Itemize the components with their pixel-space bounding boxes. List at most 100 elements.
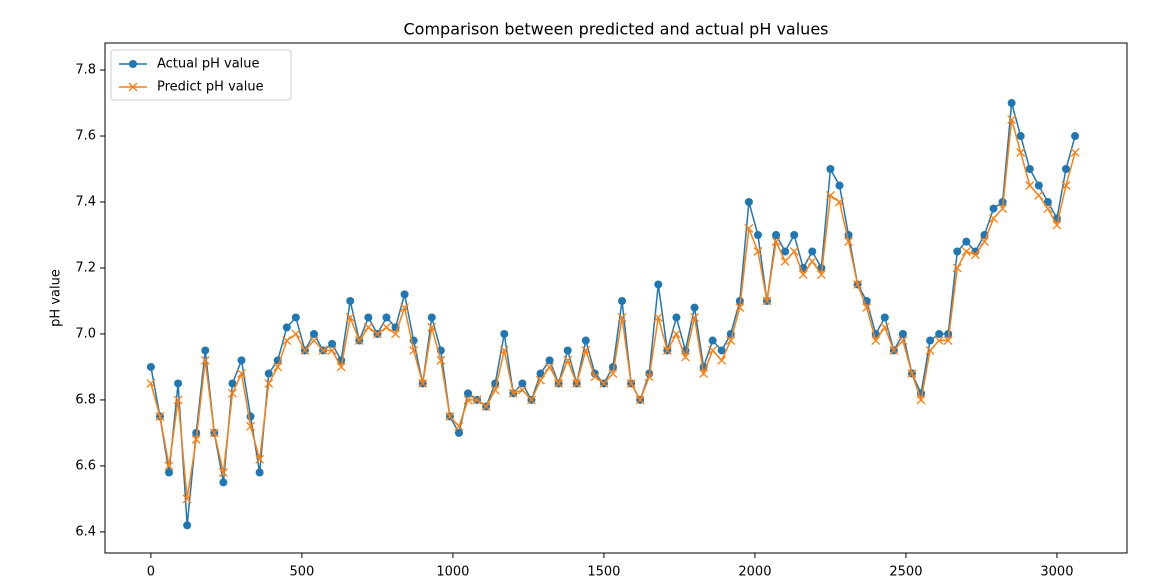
circle-marker <box>717 346 726 355</box>
x-marker <box>735 303 745 313</box>
circle-marker <box>581 336 590 345</box>
circle-marker <box>400 290 409 299</box>
x-marker <box>572 378 582 388</box>
x-marker <box>191 435 201 444</box>
x-marker <box>291 329 301 339</box>
circle-marker <box>753 230 762 239</box>
circle-marker <box>708 336 717 345</box>
legend-label: Predict pH value <box>157 80 264 95</box>
circle-marker <box>500 329 509 338</box>
x-marker <box>400 303 410 313</box>
legend-marker <box>129 60 137 68</box>
x-marker <box>554 378 564 388</box>
plot-frame <box>104 42 1128 554</box>
x-marker <box>581 345 591 355</box>
x-marker <box>644 372 654 382</box>
x-marker <box>617 313 627 322</box>
x-marker <box>708 345 718 355</box>
x-marker <box>182 494 192 504</box>
x-marker <box>454 421 464 431</box>
x-marker <box>952 263 962 273</box>
circle-marker <box>427 313 436 322</box>
x-tick-label: 1500 <box>587 565 620 580</box>
y-tick-label: 7.6 <box>75 129 96 144</box>
circle-marker <box>364 313 373 322</box>
circle-marker <box>880 313 889 322</box>
circle-marker <box>654 280 663 289</box>
circle-marker <box>382 313 391 322</box>
legend-label: Actual pH value <box>157 57 260 72</box>
x-marker <box>989 214 998 223</box>
x-marker <box>336 362 346 372</box>
circle-marker <box>953 247 962 256</box>
circle-marker <box>744 198 753 207</box>
circle-marker <box>618 296 627 305</box>
x-marker <box>327 345 337 355</box>
circle-marker <box>935 329 944 338</box>
x-tick-label: 0 <box>147 565 155 580</box>
x-marker <box>1034 190 1044 200</box>
x-marker <box>481 402 491 411</box>
x-marker <box>853 280 863 289</box>
x-marker <box>200 355 210 365</box>
circle-marker <box>264 369 273 378</box>
x-marker <box>409 345 419 355</box>
x-marker <box>862 303 872 313</box>
x-marker <box>916 395 926 405</box>
circle-marker <box>536 369 545 378</box>
y-tick-label: 7.4 <box>75 195 96 210</box>
x-marker <box>209 428 219 438</box>
x-marker <box>463 395 473 405</box>
circle-marker <box>219 478 228 487</box>
x-marker <box>780 256 790 266</box>
x-marker <box>436 355 446 365</box>
x-marker <box>844 237 854 247</box>
x-marker <box>681 352 690 362</box>
circle-marker <box>835 181 844 190</box>
circle-marker <box>690 303 699 312</box>
x-marker <box>798 270 808 280</box>
x-marker <box>345 313 355 322</box>
circle-marker <box>772 230 781 239</box>
legend-marker <box>128 82 138 92</box>
x-marker <box>363 322 373 332</box>
y-tick-label: 6.6 <box>75 458 96 473</box>
x-marker <box>526 395 536 405</box>
x-marker <box>1007 115 1017 124</box>
circle-marker <box>1034 181 1043 190</box>
circle-marker <box>1061 165 1070 174</box>
circle-marker <box>790 230 799 239</box>
x-marker <box>164 461 174 471</box>
x-marker <box>871 336 881 346</box>
x-marker <box>934 336 944 346</box>
x-marker <box>499 345 509 355</box>
x-marker <box>517 385 527 395</box>
y-tick-label: 7.2 <box>75 260 96 275</box>
series <box>146 99 1080 530</box>
x-marker <box>173 395 183 405</box>
x-marker <box>282 336 292 346</box>
y-tick-label: 7.0 <box>75 326 96 341</box>
x-marker <box>418 378 428 388</box>
circle-marker <box>165 468 174 477</box>
x-marker <box>961 247 971 256</box>
circle-marker <box>817 263 826 272</box>
circle-marker <box>563 346 572 355</box>
x-marker <box>626 378 636 388</box>
x-marker <box>1043 204 1053 214</box>
circle-marker <box>826 165 835 174</box>
x-marker <box>599 378 609 388</box>
circle-marker <box>346 296 355 305</box>
x-marker <box>889 345 899 355</box>
x-marker <box>690 313 699 322</box>
x-marker <box>998 204 1008 214</box>
x-marker <box>925 345 935 355</box>
x-marker <box>653 313 663 322</box>
x-marker <box>445 411 455 421</box>
circle-marker <box>1007 99 1016 108</box>
x-marker <box>726 336 736 346</box>
x-marker <box>508 388 518 398</box>
x-marker <box>273 362 283 372</box>
x-marker <box>427 322 437 332</box>
